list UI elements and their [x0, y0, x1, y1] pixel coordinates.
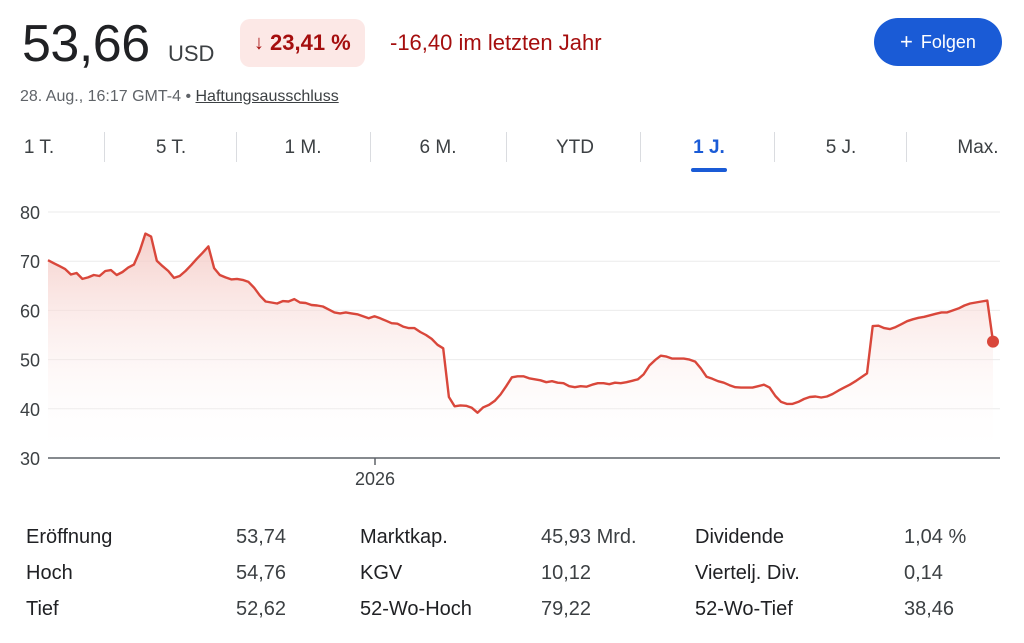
tab-divider — [506, 132, 507, 162]
stat-value-dividend: 1,04 % — [904, 526, 967, 548]
price-chart[interactable]: 80 70 60 50 40 30 2026 — [0, 190, 1024, 500]
change-absolute: -16,40 im letzten Jahr — [390, 30, 602, 55]
stat-value-pe: 10,12 — [541, 562, 592, 584]
stat-label-quarterly-div: Viertelj. Div. — [695, 562, 800, 584]
active-tab-indicator — [691, 168, 727, 172]
tab-divider — [640, 132, 641, 162]
y-tick-label: 50 — [20, 351, 40, 371]
tab-1-day[interactable]: 1 T. — [23, 137, 55, 158]
disclaimer-link[interactable]: Haftungsausschluss — [195, 88, 339, 105]
quote-header: 53,66 USD ↓ 23,41 % -16,40 im letzten Ja… — [22, 14, 1012, 76]
tab-divider — [370, 132, 371, 162]
plus-icon: + — [900, 29, 913, 54]
stat-label-market-cap: Marktkap. — [360, 526, 448, 548]
currency-label: USD — [168, 41, 215, 66]
stat-label-low: Tief — [26, 598, 59, 620]
tab-divider — [104, 132, 105, 162]
tab-5-years[interactable]: 5 J. — [825, 137, 857, 158]
stat-value-quarterly-div: 0,14 — [904, 562, 943, 584]
stat-label-52w-low: 52-Wo-Tief — [695, 598, 793, 620]
meta-separator: • — [185, 88, 192, 105]
tab-6-months[interactable]: 6 M. — [419, 137, 457, 158]
y-tick-label: 80 — [20, 203, 40, 223]
tab-max[interactable]: Max. — [957, 137, 999, 158]
tab-divider — [236, 132, 237, 162]
range-tabs: 1 T. 5 T. 1 M. 6 M. YTD 1 J. 5 J. Max. — [0, 132, 1024, 172]
follow-button-label: Folgen — [920, 31, 976, 52]
stat-label-52w-high: 52-Wo-Hoch — [360, 598, 472, 620]
tab-1-year[interactable]: 1 J. — [670, 132, 748, 172]
change-percent-value: 23,41 % — [270, 30, 351, 55]
stat-value-52w-low: 38,46 — [904, 598, 955, 620]
x-tick-label: 2026 — [355, 469, 395, 489]
arrow-down-icon: ↓ — [254, 31, 264, 54]
stat-value-market-cap: 45,93 Mrd. — [541, 526, 637, 548]
y-tick-label: 60 — [20, 301, 40, 321]
stat-label-high: Hoch — [26, 562, 73, 584]
stat-label-dividend: Dividende — [695, 526, 784, 548]
tab-divider — [774, 132, 775, 162]
tab-1-month[interactable]: 1 M. — [284, 137, 322, 158]
price-area-fill — [48, 233, 993, 458]
key-stats: Eröffnung 53,74 Hoch 54,76 Tief 52,62 Ma… — [0, 520, 1024, 630]
change-percent-badge: ↓ 23,41 % — [240, 19, 365, 67]
stat-label-pe: KGV — [360, 562, 403, 584]
current-price-marker — [987, 335, 999, 348]
y-tick-label: 70 — [20, 252, 40, 272]
tab-ytd[interactable]: YTD — [556, 137, 594, 158]
follow-button[interactable]: + Folgen — [874, 18, 1002, 66]
stat-value-high: 54,76 — [236, 562, 287, 584]
quote-meta: 28. Aug., 16:17 GMT-4 • Haftungsausschlu… — [20, 88, 339, 106]
stat-value-52w-high: 79,22 — [541, 598, 592, 620]
current-price: 53,66 — [22, 15, 150, 73]
stat-value-open: 53,74 — [236, 526, 287, 548]
price-line — [47, 232, 995, 414]
tab-divider — [906, 132, 907, 162]
y-tick-label: 30 — [20, 449, 40, 469]
stat-label-open: Eröffnung — [26, 526, 113, 548]
stat-value-low: 52,62 — [236, 598, 287, 620]
quote-timestamp: 28. Aug., 16:17 GMT-4 — [20, 88, 181, 105]
tab-5-days[interactable]: 5 T. — [155, 137, 187, 158]
y-tick-label: 40 — [20, 400, 40, 420]
